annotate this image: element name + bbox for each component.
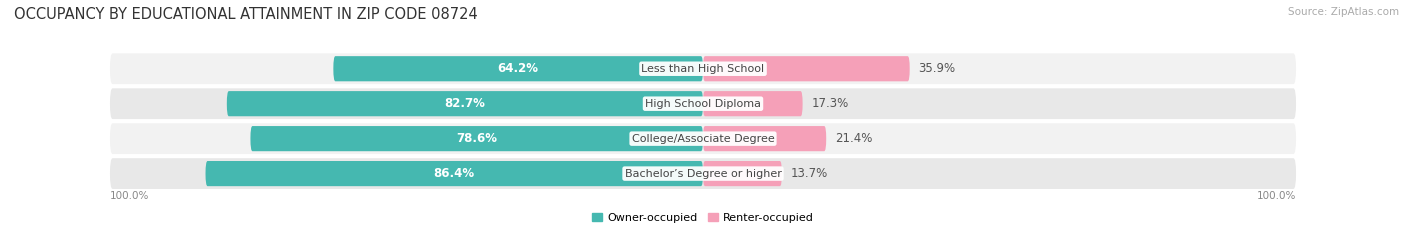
FancyBboxPatch shape: [703, 91, 803, 116]
FancyBboxPatch shape: [250, 126, 703, 151]
Text: 17.3%: 17.3%: [811, 97, 848, 110]
FancyBboxPatch shape: [703, 56, 910, 81]
Text: 100.0%: 100.0%: [1257, 191, 1296, 201]
FancyBboxPatch shape: [205, 161, 703, 186]
FancyBboxPatch shape: [110, 53, 1296, 84]
Legend: Owner-occupied, Renter-occupied: Owner-occupied, Renter-occupied: [588, 209, 818, 227]
Text: 13.7%: 13.7%: [790, 167, 828, 180]
FancyBboxPatch shape: [703, 161, 782, 186]
Text: Source: ZipAtlas.com: Source: ZipAtlas.com: [1288, 7, 1399, 17]
Text: 35.9%: 35.9%: [918, 62, 956, 75]
Text: 86.4%: 86.4%: [433, 167, 475, 180]
FancyBboxPatch shape: [703, 126, 827, 151]
FancyBboxPatch shape: [226, 91, 703, 116]
Text: Less than High School: Less than High School: [641, 64, 765, 74]
Text: 100.0%: 100.0%: [110, 191, 149, 201]
Text: OCCUPANCY BY EDUCATIONAL ATTAINMENT IN ZIP CODE 08724: OCCUPANCY BY EDUCATIONAL ATTAINMENT IN Z…: [14, 7, 478, 22]
FancyBboxPatch shape: [110, 88, 1296, 119]
Text: College/Associate Degree: College/Associate Degree: [631, 134, 775, 144]
FancyBboxPatch shape: [110, 158, 1296, 189]
FancyBboxPatch shape: [333, 56, 703, 81]
Text: 78.6%: 78.6%: [456, 132, 498, 145]
Text: 64.2%: 64.2%: [498, 62, 538, 75]
Text: 21.4%: 21.4%: [835, 132, 872, 145]
Text: High School Diploma: High School Diploma: [645, 99, 761, 109]
Text: 82.7%: 82.7%: [444, 97, 485, 110]
Text: Bachelor’s Degree or higher: Bachelor’s Degree or higher: [624, 169, 782, 178]
FancyBboxPatch shape: [110, 123, 1296, 154]
